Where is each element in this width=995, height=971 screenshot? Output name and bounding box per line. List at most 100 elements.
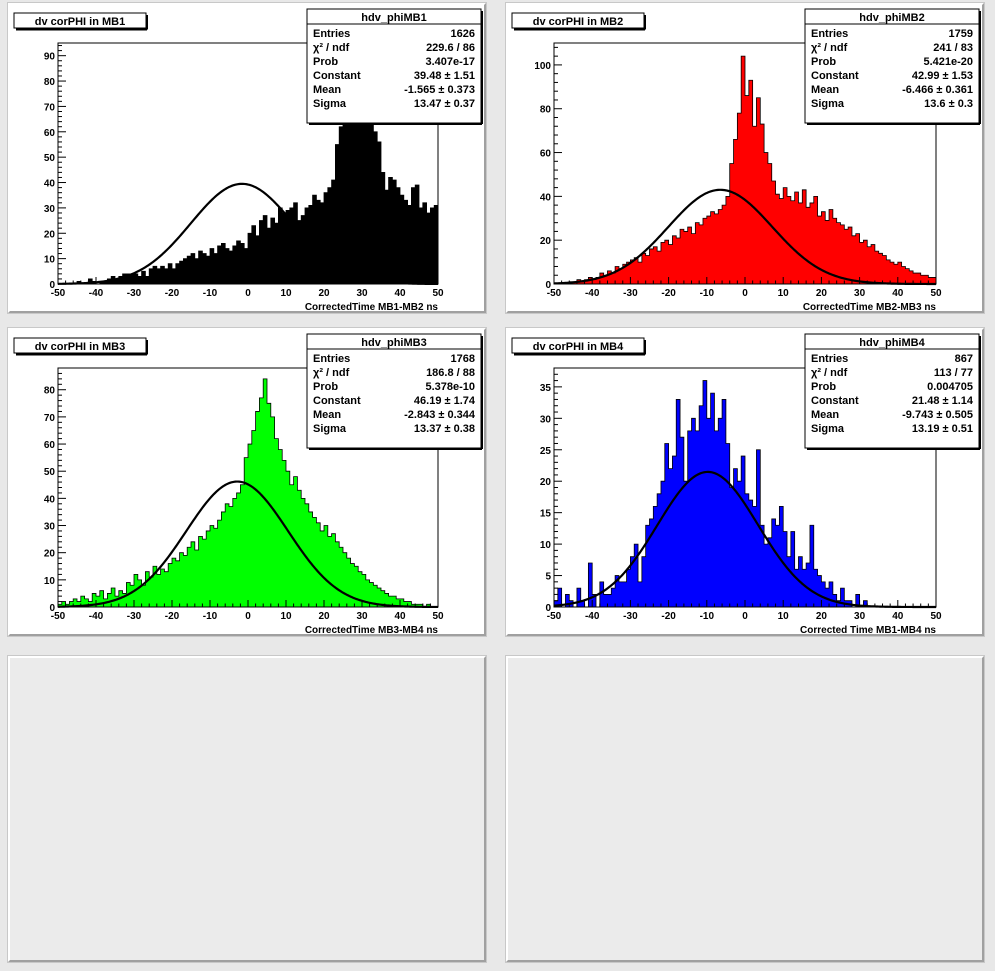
y-tick-label: 10	[44, 576, 56, 587]
x-tick-label: -50	[51, 288, 66, 299]
pad-mb1: -50 -40 -30 -20 -10 0 10 20 30 40 50 0 10 20 30 40 50 60 7…	[7, 2, 487, 314]
x-tick-label: -20	[165, 288, 180, 299]
x-tick-label: 50	[930, 288, 942, 299]
gaussian-fit-curve	[553, 188, 936, 286]
y-tick-label: 20	[44, 229, 56, 240]
stats-box	[804, 333, 980, 449]
y-tick-label: 30	[540, 414, 552, 425]
y-tick-label: 20	[540, 236, 552, 247]
x-tick-label: -50	[51, 611, 66, 622]
stats-label: Constant	[313, 70, 361, 82]
x-tick-label: -20	[661, 288, 676, 299]
histogram-mb1: -50 -40 -30 -20 -10 0 10 20 30 40 50 0 10 20 30 40 50 60 7…	[13, 8, 483, 313]
y-tick-label: 0	[545, 603, 551, 614]
stats-label: χ² / ndf	[811, 367, 848, 379]
y-tick-label: 100	[534, 61, 551, 72]
stats-value: -1.565 ± 0.373	[404, 84, 475, 96]
y-tick-label: 70	[44, 413, 56, 424]
stats-value: 21.48 ± 1.14	[912, 395, 974, 407]
stats-label: Sigma	[811, 423, 845, 435]
y-tick-label: 60	[540, 149, 552, 160]
stats-value: -6.466 ± 0.361	[902, 84, 973, 96]
x-tick-label: -40	[89, 611, 104, 622]
pad-title: dv corPHI in MB1	[35, 16, 125, 28]
y-tick-label: 80	[44, 77, 56, 88]
x-tick-label: 10	[778, 611, 790, 622]
x-tick-label: 30	[356, 611, 368, 622]
x-tick-label: -30	[623, 611, 638, 622]
stats-value: 46.19 ± 1.74	[414, 395, 476, 407]
histogram-mb3: -50 -40 -30 -20 -10 0 10 20 30 40 50 0 10 20 30 40 50 60 7…	[13, 333, 483, 636]
x-tick-label: -50	[547, 611, 562, 622]
y-tick-label: 20	[540, 477, 552, 488]
x-tick-label: -30	[127, 288, 142, 299]
stats-label: Entries	[313, 28, 350, 40]
x-tick-label: 10	[280, 611, 292, 622]
y-tick-label: 5	[545, 572, 551, 583]
x-tick-label: 10	[778, 288, 790, 299]
stats-label: Constant	[811, 395, 859, 407]
stats-box	[306, 333, 482, 449]
stats-value: 867	[955, 353, 973, 365]
stats-value: 1626	[451, 28, 475, 40]
stats-title: hdv_phiMB2	[859, 12, 924, 24]
pad-title: dv corPHI in MB2	[533, 16, 623, 28]
stats-value: 5.421e-20	[923, 56, 973, 68]
x-tick-label: 30	[356, 288, 368, 299]
stats-label: Sigma	[313, 98, 347, 110]
stats-value: 3.407e-17	[425, 56, 475, 68]
x-tick-label: 30	[854, 288, 866, 299]
x-tick-label: -40	[585, 611, 600, 622]
x-axis-label: CorrectedTime MB2-MB3 ns	[803, 302, 937, 313]
x-axis-label: CorrectedTime MB3-MB4 ns	[305, 625, 439, 636]
x-tick-label: 40	[892, 611, 904, 622]
y-tick-label: 30	[44, 204, 56, 215]
x-tick-label: 20	[318, 611, 330, 622]
stats-value: 241 / 83	[933, 42, 973, 54]
stats-value: 39.48 ± 1.51	[414, 70, 475, 82]
gaussian-fit-curve	[57, 182, 438, 286]
y-tick-label: 30	[44, 522, 56, 533]
y-tick-label: 40	[540, 192, 552, 203]
x-axis-label: Corrected Time MB1-MB4 ns	[800, 625, 936, 636]
y-tick-label: 40	[44, 179, 56, 190]
x-tick-label: 20	[816, 288, 828, 299]
y-tick-label: 50	[44, 467, 56, 478]
x-tick-label: -10	[700, 611, 715, 622]
y-tick-label: 35	[540, 383, 552, 394]
pad-mb3: -50 -40 -30 -20 -10 0 10 20 30 40 50 0 10 20 30 40 50 60 7…	[7, 327, 487, 637]
stats-value: 42.99 ± 1.53	[912, 70, 973, 82]
x-tick-label: 0	[742, 611, 748, 622]
stats-title: hdv_phiMB4	[859, 337, 925, 349]
pad-title: dv corPHI in MB4	[533, 341, 624, 353]
stats-value: 13.6 ± 0.3	[924, 98, 973, 110]
pad-title: dv corPHI in MB3	[35, 341, 125, 353]
stats-label: χ² / ndf	[313, 42, 350, 54]
y-tick-label: 50	[44, 153, 56, 164]
y-tick-label: 80	[540, 105, 552, 116]
stats-label: Entries	[811, 28, 848, 40]
x-tick-label: -10	[203, 611, 218, 622]
stats-label: χ² / ndf	[811, 42, 848, 54]
gaussian-fit-curve	[57, 480, 439, 609]
x-tick-label: 20	[318, 288, 330, 299]
x-tick-label: -40	[585, 288, 600, 299]
stats-label: Mean	[313, 84, 341, 96]
x-tick-label: 50	[930, 611, 942, 622]
y-tick-label: 15	[540, 509, 552, 520]
gaussian-fit-curve	[553, 470, 937, 609]
x-tick-label: -30	[127, 611, 142, 622]
y-tick-label: 20	[44, 549, 56, 560]
histogram-bars	[553, 380, 936, 608]
x-tick-label: 20	[816, 611, 828, 622]
stats-value: 1759	[949, 28, 973, 40]
x-tick-label: -40	[89, 288, 104, 299]
x-tick-label: 50	[432, 288, 444, 299]
pad-mb4: -50 -40 -30 -20 -10 0 10 20 30 40 50 0 5 10 15 20 25 30 35…	[505, 327, 985, 637]
stats-value: 13.19 ± 0.51	[912, 423, 973, 435]
x-tick-label: 0	[742, 288, 748, 299]
x-tick-label: -20	[661, 611, 676, 622]
x-tick-label: -30	[623, 288, 638, 299]
stats-label: Entries	[313, 353, 350, 365]
stats-value: 5.378e-10	[425, 381, 475, 393]
